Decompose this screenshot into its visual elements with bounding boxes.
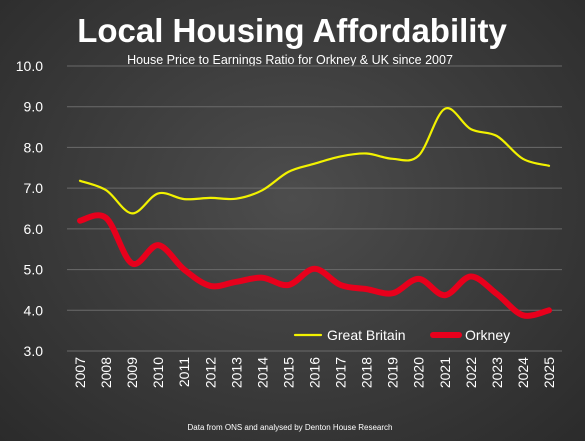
x-axis-ticks: 2007 2008 2009 2010 2011 2012 2013 2014 2015 2016…	[72, 357, 557, 388]
y-tick-label: 8.0	[24, 139, 44, 155]
chart-subtitle: House Price to Earnings Ratio for Orkney…	[127, 53, 453, 67]
x-tick-label: 2009	[124, 357, 140, 388]
y-axis-ticks: 3.0 4.0 5.0 6.0 7.0 8.0 9.0 10.0	[16, 58, 43, 359]
x-tick-label: 2024	[515, 357, 531, 388]
x-tick-label: 2010	[150, 357, 166, 388]
y-tick-label: 7.0	[24, 180, 44, 196]
y-tick-label: 4.0	[24, 302, 44, 318]
y-tick-label: 10.0	[16, 58, 43, 74]
series-lines	[77, 107, 552, 319]
legend-label: Orkney	[465, 327, 510, 343]
x-tick-label: 2022	[463, 357, 479, 388]
y-tick-label: 3.0	[24, 343, 44, 359]
x-tick-label: 2015	[280, 357, 296, 388]
chart-title: Local Housing Affordability	[77, 12, 507, 49]
x-tick-label: 2018	[359, 357, 375, 388]
x-tick-label: 2012	[202, 357, 218, 388]
y-tick-label: 6.0	[24, 221, 44, 237]
y-tick-label: 5.0	[24, 262, 44, 278]
x-tick-label: 2014	[254, 357, 270, 388]
x-tick-label: 2025	[541, 357, 557, 388]
x-tick-label: 2007	[72, 357, 88, 388]
x-tick-label: 2017	[333, 357, 349, 388]
legend-label: Great Britain	[327, 327, 406, 343]
x-tick-label: 2020	[411, 357, 427, 388]
y-tick-label: 9.0	[24, 99, 44, 115]
x-tick-label: 2013	[228, 357, 244, 388]
x-tick-label: 2019	[385, 357, 401, 388]
legend: Great Britain Orkney	[293, 327, 510, 343]
x-tick-label: 2008	[98, 357, 114, 388]
x-tick-label: 2023	[489, 357, 505, 388]
x-tick-label: 2016	[307, 357, 323, 388]
series-line-great-britain	[78, 107, 551, 215]
x-tick-label: 2011	[176, 357, 192, 387]
data-source-note: Data from ONS and analysed by Denton Hou…	[188, 423, 393, 432]
series-line-orkney	[77, 212, 552, 319]
x-tick-label: 2021	[437, 357, 453, 388]
